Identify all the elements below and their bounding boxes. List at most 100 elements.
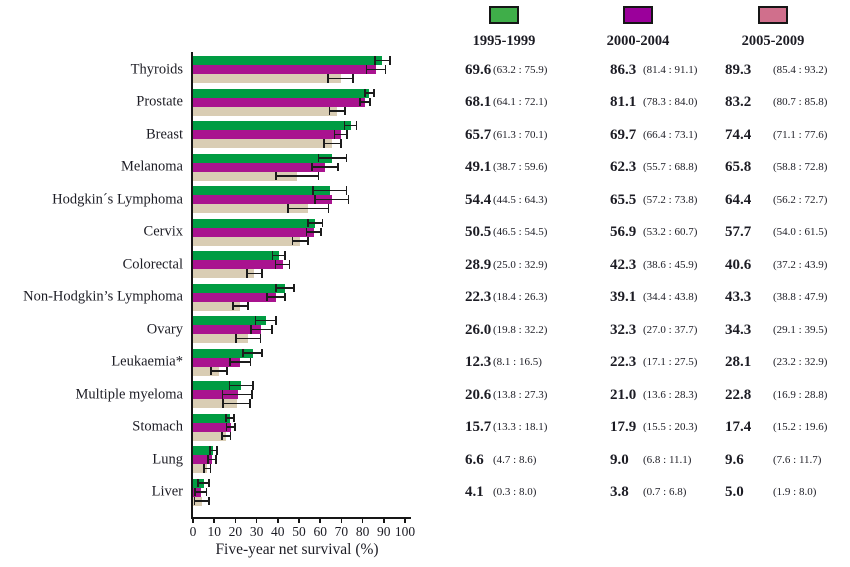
error-bar-cap [271,325,273,334]
bar-1995-1999 [193,366,220,376]
confidence-interval: (25.0 : 32.9) [493,258,548,271]
error-bar-2000-2004 [274,260,291,269]
error-bar-2005-2009 [317,153,348,163]
survival-value: 49.1 [465,159,492,175]
survival-value: 65.7 [465,126,492,143]
legend-swatch-2000-2004 [623,6,653,24]
survival-value: 17.9 [610,419,637,435]
error-bar-cap [337,162,339,172]
error-bar-cap [226,366,228,376]
error-bar-1995-1999 [232,301,249,311]
bar-1995-1999 [193,236,301,246]
survival-value: 22.3 [610,354,637,370]
bar-1995-1999 [193,204,309,213]
error-bar-2005-2009 [374,56,391,65]
category-label: Non-Hodgkin’s Lymphoma [23,288,183,305]
confidence-interval: (54.0 : 61.5) [773,226,828,238]
bar-2000-2004 [193,260,283,269]
category-label: Breast [145,126,183,142]
bar-2000-2004 [193,162,326,172]
error-bar-2000-2004 [225,422,237,432]
x-tick [298,517,300,523]
category-label: Leukaemia* [111,353,183,370]
error-bar-1995-1999 [221,431,232,441]
error-bar-cap [352,74,354,83]
bar-2000-2004 [193,65,376,74]
category-label: Cervix [143,223,183,240]
error-bar-cap [374,56,376,65]
survival-value: 34.3 [725,321,752,338]
x-tick-label: 40 [271,524,285,539]
bar-1995-1999 [193,334,249,343]
error-bar-cap [234,334,237,343]
bar-2005-2009 [193,153,333,163]
error-bar-cap [291,236,294,246]
survival-value: 28.1 [725,354,752,370]
bar-1995-1999 [193,301,241,311]
bar-group-hodgkin-s-lymphoma [193,186,405,213]
x-tick-label: 50 [292,524,306,539]
error-bar-cap [292,283,295,293]
error-bar-2000-2004 [311,162,339,172]
error-bar-cap [229,431,232,441]
survival-value: 69.7 [610,126,637,143]
error-bar-cap [365,65,368,74]
survival-value: 65.5 [610,191,637,208]
error-bar-cap [274,260,277,269]
error-bar-cap [311,162,313,172]
category-label: Liver [151,483,183,500]
x-tick [361,517,364,523]
confidence-interval: (37.2 : 43.9) [773,258,828,271]
error-bar-cap [307,218,310,228]
error-bar-cap [208,478,210,488]
confidence-interval: (56.2 : 72.7) [773,193,828,206]
error-bar-cap [265,292,268,302]
error-bar-cap [208,496,210,506]
survival-value: 57.7 [725,224,752,240]
error-bar-cap [327,204,330,213]
confidence-interval: (18.4 : 26.3) [493,291,548,303]
survival-value: 81.1 [610,94,637,110]
bar-2005-2009 [193,186,330,195]
error-bar-cap [259,334,262,343]
x-tick-label: 90 [377,524,391,539]
table-row-lung: 6.6 (4.7 : 8.6) 9.0 (6.8 : 11.1) 9.6 (7.6 : 1… [440,450,850,470]
confidence-interval: (0.7 : 6.8) [643,486,687,498]
confidence-interval: (58.8 : 72.8) [773,161,828,173]
table-row-ovary: 26.0 (19.8 : 32.2) 32.3 (27.0 : 37.7) 34.3 (2… [440,320,850,340]
error-bar-2000-2004 [365,65,387,74]
survival-value: 89.3 [725,61,752,78]
bar-group-leukaemia [193,348,405,376]
category-label: Hodgkin´s Lymphoma [52,191,183,207]
bar-group-ovary [193,316,405,343]
error-bar-cap [275,316,277,325]
survival-value: 43.3 [725,289,752,305]
confidence-interval: (85.4 : 93.2) [773,63,828,76]
error-bar-2005-2009 [275,283,295,293]
survival-value: 56.9 [610,224,637,240]
error-bar-cap [232,413,235,423]
confidence-interval: (38.8 : 47.9) [773,291,828,303]
error-bar-cap [194,487,197,497]
error-bar-2000-2004 [305,227,322,237]
error-bar-cap [355,121,358,130]
bar-2005-2009 [193,283,285,293]
confidence-interval: (53.2 : 60.7) [643,226,698,238]
x-tick-label: 0 [189,524,197,539]
error-bar-cap [254,316,257,325]
error-bar-cap [234,422,237,432]
confidence-interval: (7.6 : 11.7) [773,453,822,466]
error-bar-cap [205,487,208,497]
table-row-liver: 4.1 (0.3 : 8.0) 3.8 (0.7 : 6.8) 5.0 (1.9 : 8.… [440,482,850,502]
table-row-colorectal: 28.9 (25.0 : 32.9) 42.3 (38.6 : 45.9) 40.6 (3… [440,255,850,275]
error-bar-cap [246,269,248,278]
error-bar-1995-1999 [287,204,330,213]
category-label: Stomach [132,418,183,435]
error-bar-cap [373,88,375,98]
x-axis-line [191,517,411,519]
confidence-interval: (80.7 : 85.8) [773,96,828,108]
bar-group-melanoma [193,153,405,181]
error-bar-2005-2009 [271,251,287,260]
error-bar-cap [209,446,211,455]
error-bar-cap [369,97,372,107]
